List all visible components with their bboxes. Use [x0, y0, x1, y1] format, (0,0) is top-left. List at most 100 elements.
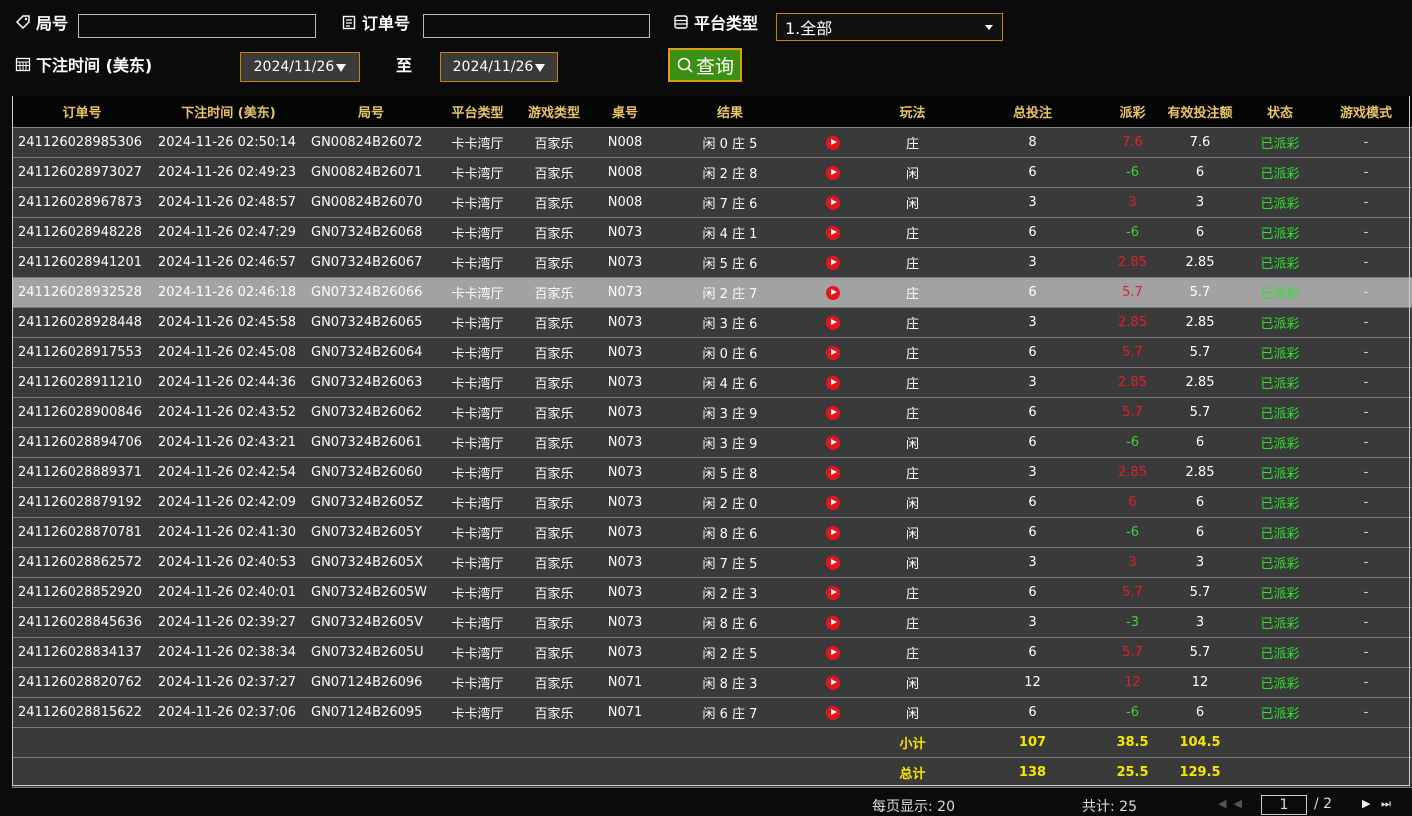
data-row[interactable]: 241126028820762 2024-11-26 02:37:27 GN0712…	[12, 667, 1412, 698]
status: 已派彩	[1240, 157, 1320, 188]
replay-icon[interactable]	[825, 165, 840, 180]
date-from[interactable]: 2024/11/26	[240, 52, 360, 82]
bet-time: 2024-11-26 02:37:27	[152, 667, 305, 698]
data-row[interactable]: 241126028911210 2024-11-26 02:44:36 GN0732…	[12, 367, 1412, 398]
header-row: 订单号 下注时间 (美东) 局号 平台类型 游戏类型 桌号 结果 玩法 总投注 派彩 有效投注额 状态…	[12, 96, 1412, 128]
payout: 7.6	[1105, 127, 1160, 158]
valid-bet: 5.7	[1160, 637, 1240, 668]
order-input[interactable]	[423, 14, 650, 38]
status: 已派彩	[1240, 277, 1320, 308]
bet-time: 2024-11-26 02:48:57	[152, 187, 305, 218]
page-input[interactable]: 1	[1261, 795, 1307, 815]
replay-icon[interactable]	[825, 495, 840, 510]
data-row[interactable]: 241126028889371 2024-11-26 02:42:54 GN0732…	[12, 457, 1412, 488]
table-id: N071	[590, 697, 660, 728]
game-type: 百家乐	[518, 547, 590, 578]
platform: 卡卡湾厅	[437, 427, 518, 458]
replay-icon[interactable]	[825, 345, 840, 360]
platform: 卡卡湾厅	[437, 397, 518, 428]
data-row[interactable]: 241126028815622 2024-11-26 02:37:06 GN0712…	[12, 697, 1412, 728]
bet-time: 2024-11-26 02:47:29	[152, 217, 305, 248]
blank-cell	[1240, 757, 1412, 788]
game-mode: -	[1320, 187, 1412, 218]
round-filter-label: 局号	[14, 10, 68, 34]
replay-icon[interactable]	[825, 585, 840, 600]
total-bet: 6	[960, 637, 1105, 668]
replay-icon[interactable]	[825, 405, 840, 420]
result: 闲 0 庄 5	[660, 127, 800, 158]
replay-cell	[800, 277, 865, 308]
round-id: GN07324B2605W	[305, 577, 437, 608]
data-row[interactable]: 241126028967873 2024-11-26 02:48:57 GN0082…	[12, 187, 1412, 218]
data-row[interactable]: 241126028973027 2024-11-26 02:49:23 GN0082…	[12, 157, 1412, 188]
data-row[interactable]: 241126028845636 2024-11-26 02:39:27 GN0732…	[12, 607, 1412, 638]
replay-icon[interactable]	[825, 375, 840, 390]
round-input[interactable]	[78, 14, 316, 38]
replay-icon[interactable]	[825, 285, 840, 300]
grand-total-row: 总计 138 25.5 129.5	[12, 757, 1412, 788]
data-row[interactable]: 241126028834137 2024-11-26 02:38:34 GN0732…	[12, 637, 1412, 668]
game-type: 百家乐	[518, 487, 590, 518]
replay-icon[interactable]	[825, 255, 840, 270]
platform-select[interactable]: 1.全部	[776, 13, 1003, 41]
bet-time: 2024-11-26 02:45:58	[152, 307, 305, 338]
clipboard-icon	[342, 15, 356, 30]
replay-icon[interactable]	[825, 315, 840, 330]
replay-icon[interactable]	[825, 465, 840, 480]
table-id: N073	[590, 337, 660, 368]
data-row[interactable]: 241126028985306 2024-11-26 02:50:14 GN0082…	[12, 127, 1412, 158]
replay-icon[interactable]	[825, 645, 840, 660]
replay-cell	[800, 607, 865, 638]
replay-cell	[800, 367, 865, 398]
date-to[interactable]: 2024/11/26	[440, 52, 558, 82]
order-id: 241126028973027	[12, 157, 152, 188]
total-bet: 6	[960, 577, 1105, 608]
game-mode: -	[1320, 127, 1412, 158]
replay-icon[interactable]	[825, 705, 840, 720]
table-id: N073	[590, 457, 660, 488]
data-row[interactable]: 241126028948228 2024-11-26 02:47:29 GN0732…	[12, 217, 1412, 248]
platform: 卡卡湾厅	[437, 157, 518, 188]
valid-bet: 5.7	[1160, 337, 1240, 368]
result: 闲 2 庄 0	[660, 487, 800, 518]
search-button[interactable]: 查询	[668, 48, 742, 82]
sum-label: 总计	[865, 757, 960, 788]
first-prev-buttons[interactable]: ◀ ◀	[1218, 797, 1242, 810]
replay-icon[interactable]	[825, 195, 840, 210]
payout: 2.85	[1105, 367, 1160, 398]
replay-icon[interactable]	[825, 555, 840, 570]
total-bet: 6	[960, 397, 1105, 428]
replay-icon[interactable]	[825, 615, 840, 630]
replay-cell	[800, 247, 865, 278]
data-row[interactable]: 241126028900846 2024-11-26 02:43:52 GN0732…	[12, 397, 1412, 428]
status: 已派彩	[1240, 697, 1320, 728]
data-row[interactable]: 241126028932528 2024-11-26 02:46:18 GN0732…	[12, 277, 1412, 308]
data-row[interactable]: 241126028879192 2024-11-26 02:42:09 GN0732…	[12, 487, 1412, 518]
next-last-buttons[interactable]: ▶ ⏭	[1362, 797, 1391, 810]
total-bet: 6	[960, 697, 1105, 728]
round-id: GN07324B2605Z	[305, 487, 437, 518]
data-row[interactable]: 241126028917553 2024-11-26 02:45:08 GN0732…	[12, 337, 1412, 368]
replay-icon[interactable]	[825, 675, 840, 690]
replay-icon[interactable]	[825, 435, 840, 450]
payout: -6	[1105, 517, 1160, 548]
data-row[interactable]: 241126028941201 2024-11-26 02:46:57 GN0732…	[12, 247, 1412, 278]
replay-icon[interactable]	[825, 525, 840, 540]
data-row[interactable]: 241126028862572 2024-11-26 02:40:53 GN0732…	[12, 547, 1412, 578]
replay-cell	[800, 487, 865, 518]
table-id: N073	[590, 517, 660, 548]
replay-icon[interactable]	[825, 135, 840, 150]
status: 已派彩	[1240, 667, 1320, 698]
data-row[interactable]: 241126028852920 2024-11-26 02:40:01 GN0732…	[12, 577, 1412, 608]
game-type: 百家乐	[518, 397, 590, 428]
sum-payout: 38.5	[1105, 727, 1160, 758]
data-row[interactable]: 241126028894706 2024-11-26 02:43:21 GN0732…	[12, 427, 1412, 458]
table-id: N073	[590, 637, 660, 668]
bet-time: 2024-11-26 02:43:52	[152, 397, 305, 428]
data-row[interactable]: 241126028928448 2024-11-26 02:45:58 GN0732…	[12, 307, 1412, 338]
label-text: 局号	[36, 14, 69, 33]
total-bet: 6	[960, 427, 1105, 458]
replay-icon[interactable]	[825, 225, 840, 240]
order-id: 241126028967873	[12, 187, 152, 218]
data-row[interactable]: 241126028870781 2024-11-26 02:41:30 GN0732…	[12, 517, 1412, 548]
